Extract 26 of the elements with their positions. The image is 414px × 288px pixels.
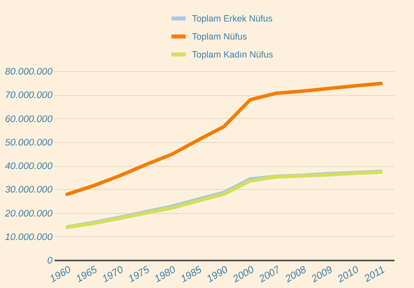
y-tick-label: 40.000.000 <box>4 161 54 172</box>
x-tick-label: 2000 <box>230 264 257 286</box>
x-tick-label: 1975 <box>126 264 152 286</box>
x-tick-label: 1970 <box>100 264 126 286</box>
x-tick-label: 1965 <box>74 264 100 286</box>
y-tick-label: 50.000.000 <box>4 137 54 148</box>
y-tick-label: 0 <box>47 256 54 266</box>
legend-label: Toplam Kadın Nüfus <box>192 50 274 60</box>
x-tick-label: 1980 <box>152 264 178 286</box>
y-tick-label: 70.000.000 <box>4 90 54 102</box>
x-tick-label: 2011 <box>362 264 387 286</box>
x-tick-label: 2010 <box>335 264 362 286</box>
x-tick-label: 2009 <box>308 264 335 286</box>
x-tick-label: 2008 <box>282 264 309 286</box>
y-tick-label: 60.000.000 <box>4 114 54 125</box>
legend-label: Toplam Erkek Nüfus <box>192 14 274 24</box>
y-tick-label: 10.000.000 <box>4 232 54 243</box>
x-tick-label: 2007 <box>256 264 283 286</box>
y-tick-label: 30.000.000 <box>4 184 54 196</box>
x-tick-label: 1960 <box>48 264 74 286</box>
line-series <box>65 82 383 196</box>
x-tick-label: 1985 <box>179 264 204 286</box>
legend-label: Toplam Nüfus <box>192 32 248 42</box>
y-tick-label: 20.000.000 <box>4 208 54 220</box>
y-tick-label: 80.000.000 <box>4 66 54 78</box>
x-tick-label: 1990 <box>205 264 230 286</box>
